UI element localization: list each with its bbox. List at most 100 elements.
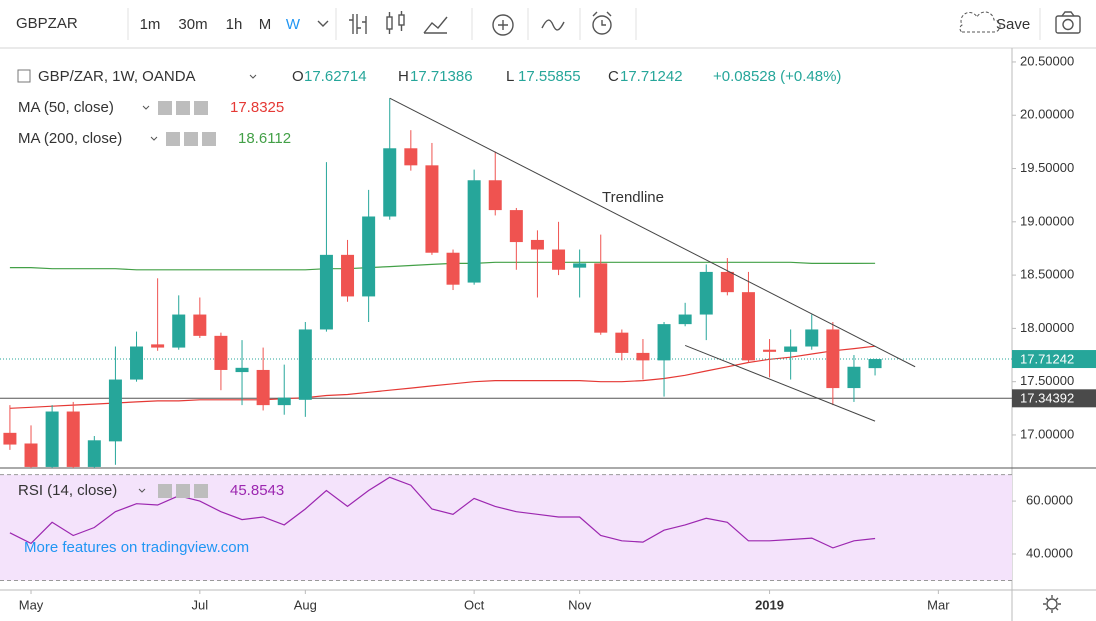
save-icon[interactable] [959, 11, 1001, 33]
candle-body [193, 314, 207, 336]
indicator-value: 18.6112 [238, 130, 291, 147]
price-badge-label: 17.34392 [1020, 391, 1074, 406]
toolbar: GBPZAR Save [0, 0, 1096, 49]
interval[interactable]: 30m [178, 16, 207, 33]
time-label: Jul [192, 597, 209, 612]
indicator-name: MA (50, close) [18, 99, 114, 116]
rsi-tick-label: 40.0000 [1026, 545, 1073, 560]
ohlc-key: H [398, 68, 409, 85]
time-label: Mar [927, 597, 950, 612]
moving-average-line [9, 345, 876, 409]
candle-body [87, 440, 101, 467]
candle-style-icon[interactable] [386, 11, 405, 34]
settings-gear[interactable] [1043, 595, 1061, 613]
symbol-legend: GBP/ZAR, 1W, OANDA [38, 68, 196, 85]
dividers [127, 8, 1041, 40]
time-label: May [19, 597, 44, 612]
ohlc-value: 17.62714 [304, 68, 367, 85]
trendline [684, 344, 876, 422]
indicator-name: RSI (14, close) [18, 482, 117, 499]
candle-body [341, 254, 355, 297]
time-label: Aug [294, 597, 317, 612]
candle-body [3, 432, 17, 445]
interval[interactable]: W [286, 16, 301, 33]
time-label: Nov [568, 597, 592, 612]
chevron [249, 74, 257, 79]
indicators-icon[interactable] [492, 14, 514, 36]
price-tick-label: 18.50000 [1020, 267, 1074, 282]
price-badge [1012, 350, 1096, 369]
trendline [389, 97, 916, 368]
legend-toggle[interactable] [17, 69, 31, 83]
candle-body [108, 379, 122, 442]
candle-body [847, 366, 861, 389]
indicator-value: 45.8543 [230, 482, 284, 499]
ohlc-value: 17.71386 [410, 68, 473, 85]
indicator-button[interactable] [166, 132, 180, 146]
area-style-icon[interactable] [423, 16, 448, 34]
candle-body [699, 271, 713, 315]
save-button[interactable]: Save [996, 16, 1030, 33]
price-tick-label: 17.00000 [1020, 426, 1074, 441]
price-badge [1012, 389, 1096, 408]
candle-body [383, 148, 397, 217]
indicator-button[interactable] [184, 132, 198, 146]
candle-body [24, 443, 38, 467]
candle-body [151, 344, 165, 348]
price-tick-label: 20.00000 [1020, 107, 1074, 122]
interval[interactable]: 1h [226, 16, 243, 33]
toolbar-bg [0, 0, 1096, 48]
indicator-button[interactable] [158, 101, 172, 115]
legends: GBP/ZAR, 1W, OANDA O 17.62714 H 17.71386 L 17.… [17, 68, 841, 499]
candle-body [277, 397, 291, 406]
snapshot-icon[interactable] [1055, 11, 1081, 34]
candle-body [509, 210, 523, 243]
candle-body [763, 349, 777, 352]
price-tick-label: 18.00000 [1020, 320, 1074, 335]
chevron [150, 136, 158, 141]
candle-body [868, 359, 882, 369]
candle-body [446, 252, 460, 285]
indicator-button[interactable] [202, 132, 216, 146]
rsi-pane [0, 474, 1012, 581]
ohlc-key: O [292, 68, 304, 85]
annotation: Trendline [602, 189, 664, 206]
candle-body [425, 165, 439, 253]
interval[interactable]: 1m [140, 16, 161, 33]
candle-body [130, 346, 144, 380]
time-label: Oct [464, 597, 485, 612]
compare-icon[interactable] [541, 19, 565, 31]
indicator-button[interactable] [158, 484, 172, 498]
rsi-band [0, 474, 1012, 581]
candle-body [615, 332, 629, 353]
alert-icon[interactable] [592, 11, 612, 35]
watermark[interactable]: More features on tradingview.com [24, 539, 249, 556]
symbol[interactable]: GBPZAR [16, 15, 78, 32]
indicator-button[interactable] [176, 484, 190, 498]
candle-body [552, 249, 566, 270]
ohlc-value: 17.55855 [518, 68, 581, 85]
candle-body [826, 329, 840, 389]
price-tick-label: 19.50000 [1020, 160, 1074, 175]
interval-menu[interactable] [317, 20, 329, 27]
chevron [138, 488, 146, 493]
candle-body [467, 180, 481, 283]
price-tick-label: 19.00000 [1020, 213, 1074, 228]
indicator-button[interactable] [176, 101, 190, 115]
bar-style-icon[interactable] [349, 14, 367, 34]
interval[interactable]: M [259, 16, 272, 33]
indicator-name: MA (200, close) [18, 130, 122, 147]
time-label: 2019 [755, 597, 784, 612]
candle-body [214, 335, 228, 370]
candle-body [298, 329, 312, 400]
ohlc-key: C [608, 68, 619, 85]
candle-body [404, 148, 418, 166]
indicator-button[interactable] [194, 101, 208, 115]
chevron [142, 105, 150, 110]
indicator-button[interactable] [194, 484, 208, 498]
candle-body [235, 367, 249, 373]
candle-body [256, 369, 270, 406]
ohlc-value: 17.71242 [620, 68, 683, 85]
candle-body [45, 411, 59, 467]
